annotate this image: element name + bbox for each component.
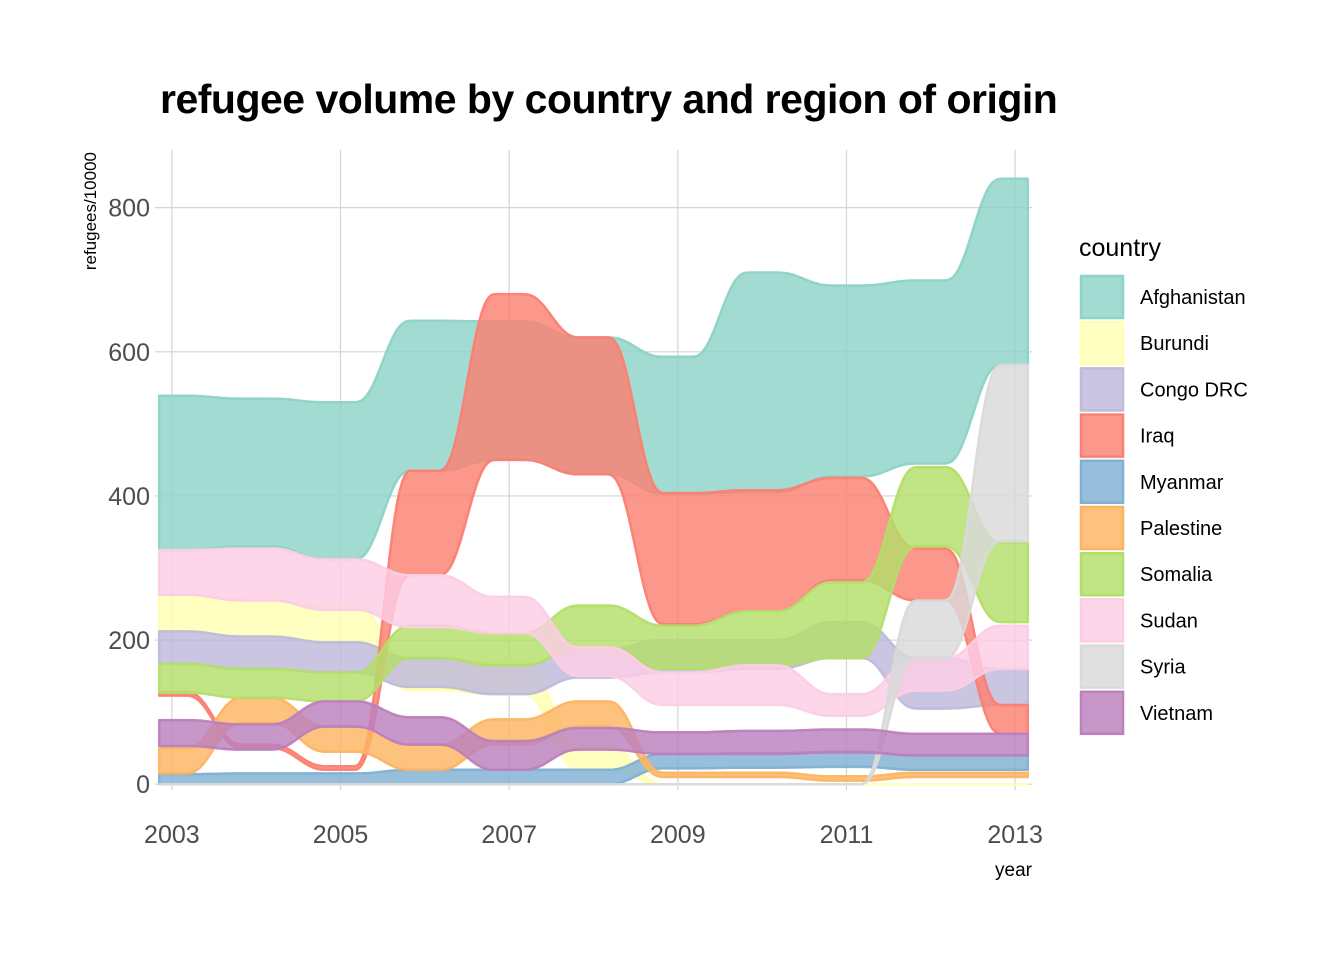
series-band-syria xyxy=(157,363,1030,786)
series-band-sudan xyxy=(157,547,1030,718)
legend-swatch xyxy=(1079,598,1125,643)
legend-label: Syria xyxy=(1140,657,1186,679)
legend-label: Myanmar xyxy=(1140,472,1224,494)
x-tick-label: 2013 xyxy=(987,821,1043,849)
legend-swatch xyxy=(1079,274,1125,320)
legend-item-congo-drc: Congo DRC xyxy=(1079,367,1248,412)
legend-item-syria: Syria xyxy=(1079,644,1186,689)
axes: 2003 2005 2007 2009 2011 2013 0 200 400 600 800 yea… xyxy=(81,152,1043,881)
x-tick-label: 2011 xyxy=(820,821,874,849)
legend-swatch xyxy=(1079,505,1125,551)
y-tick-label: 800 xyxy=(108,195,150,223)
legend-item-myanmar: Myanmar xyxy=(1079,459,1224,505)
y-tick-label: 0 xyxy=(136,771,150,799)
legend-label: Somalia xyxy=(1140,564,1213,586)
legend-swatch xyxy=(1079,367,1125,412)
series-band-vietnam xyxy=(157,700,1030,772)
legend-label: Afghanistan xyxy=(1140,287,1246,309)
y-axis-label: refugees/10000 xyxy=(81,152,100,270)
y-tick-label: 200 xyxy=(108,627,150,655)
legend-item-vietnam: Vietnam xyxy=(1079,690,1213,736)
x-tick-label: 2009 xyxy=(650,821,706,849)
series-syria xyxy=(157,363,1030,786)
legend-swatch xyxy=(1079,644,1125,689)
legend-label: Burundi xyxy=(1140,333,1209,355)
legend-item-somalia: Somalia xyxy=(1079,551,1213,597)
legend-swatch xyxy=(1079,690,1125,736)
legend-swatch xyxy=(1079,413,1125,458)
legend-swatch xyxy=(1079,320,1125,366)
legend: country Afghanistan Burundi Congo DRC Iraq My… xyxy=(1079,234,1248,736)
legend-label: Sudan xyxy=(1140,610,1198,632)
x-tick-label: 2003 xyxy=(144,821,200,849)
series-sudan xyxy=(157,547,1030,718)
legend-item-palestine: Palestine xyxy=(1079,505,1222,551)
y-tick-label: 600 xyxy=(108,339,150,367)
legend-label: Palestine xyxy=(1140,518,1222,540)
legend-item-sudan: Sudan xyxy=(1079,598,1198,643)
legend-title: country xyxy=(1079,234,1161,262)
legend-item-afghanistan: Afghanistan xyxy=(1079,274,1246,320)
x-tick-label: 2007 xyxy=(481,821,537,849)
legend-item-burundi: Burundi xyxy=(1079,320,1209,366)
legend-label: Iraq xyxy=(1140,426,1174,448)
legend-label: Vietnam xyxy=(1140,703,1213,725)
legend-item-iraq: Iraq xyxy=(1079,413,1174,458)
series-bands xyxy=(157,177,1030,786)
chart-title: refugee volume by country and region of … xyxy=(160,76,1058,122)
legend-swatch xyxy=(1079,551,1125,597)
x-tick-label: 2005 xyxy=(313,821,369,849)
y-tick-label: 400 xyxy=(108,483,150,511)
legend-swatch xyxy=(1079,459,1125,505)
x-axis-label: year xyxy=(995,860,1033,881)
legend-label: Congo DRC xyxy=(1140,379,1248,401)
series-vietnam xyxy=(157,700,1030,772)
